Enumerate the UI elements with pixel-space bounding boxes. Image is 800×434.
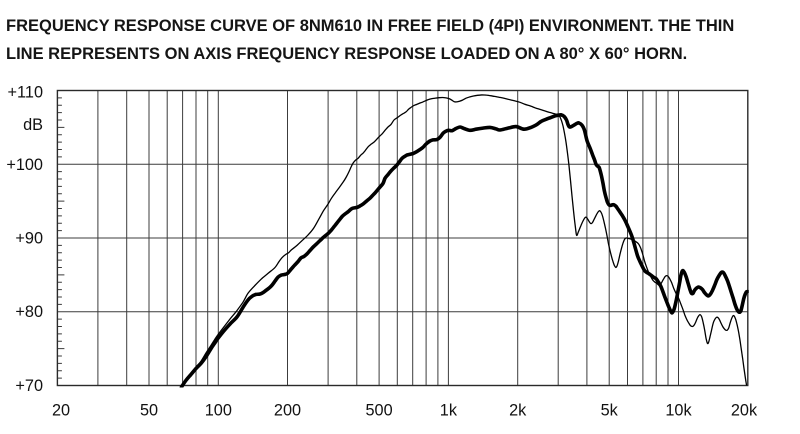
svg-text:10k: 10k — [665, 402, 692, 420]
svg-text:+90: +90 — [15, 230, 43, 248]
svg-text:2k: 2k — [509, 402, 527, 420]
svg-text:dB: dB — [23, 116, 43, 134]
svg-text:+110: +110 — [8, 84, 43, 102]
svg-text:+80: +80 — [15, 303, 43, 321]
svg-text:500: 500 — [366, 402, 393, 420]
svg-text:20k: 20k — [731, 402, 758, 420]
svg-text:1k: 1k — [440, 402, 458, 420]
svg-text:5k: 5k — [601, 402, 619, 420]
svg-text:20: 20 — [52, 402, 70, 420]
svg-text:200: 200 — [274, 402, 301, 420]
svg-text:+70: +70 — [15, 377, 43, 395]
svg-text:50: 50 — [140, 402, 158, 420]
svg-text:+100: +100 — [6, 156, 43, 174]
svg-text:100: 100 — [205, 402, 232, 420]
